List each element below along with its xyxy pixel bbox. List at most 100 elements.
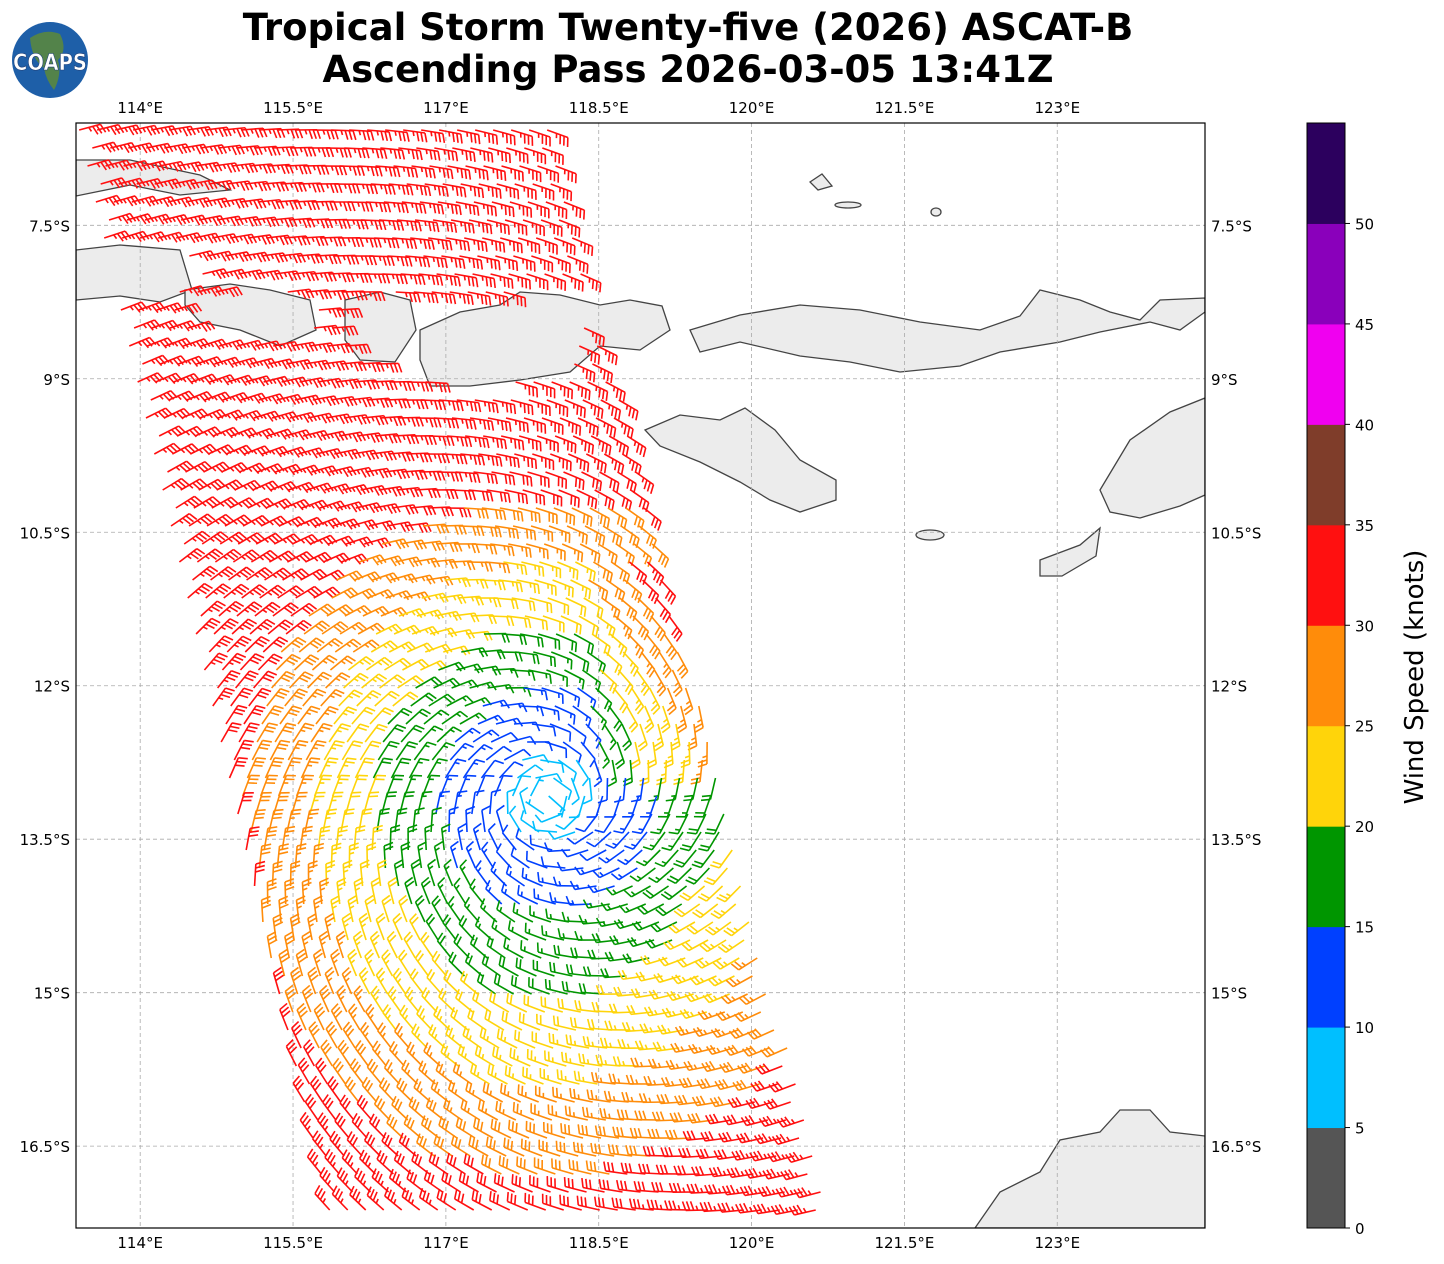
wind-barb [438, 987, 456, 1013]
wind-barb [332, 325, 359, 336]
wind-barb [678, 1077, 706, 1089]
wind-barb [768, 1081, 796, 1093]
wind-barb [478, 453, 503, 467]
wind-barb [545, 201, 568, 219]
wind-barb [428, 1024, 446, 1049]
wind-barb [525, 1120, 548, 1139]
wind-barb [348, 842, 359, 869]
wind-barb [356, 237, 382, 248]
wind-barb [495, 1100, 517, 1121]
wind-barb [693, 795, 712, 818]
wind-barb [493, 1173, 515, 1193]
wind-barb [506, 615, 532, 629]
wind-barb [375, 912, 386, 941]
wind-barb [544, 273, 567, 291]
wind-barb [686, 1183, 713, 1194]
island-small-1 [808, 173, 834, 191]
colorbar-tick-label: 5 [1355, 1120, 1365, 1138]
wind-barb [531, 255, 554, 273]
wind-barb [392, 967, 407, 995]
wind-barb [473, 471, 498, 485]
wind-barb [296, 1002, 308, 1031]
wind-barb [420, 931, 434, 959]
wind-barb [347, 656, 375, 671]
wind-barb [595, 417, 617, 438]
wind-barb [383, 468, 411, 480]
wind-barb [630, 687, 645, 715]
wind-barb [220, 722, 242, 743]
wind-barb [205, 583, 232, 599]
wind-barb [227, 374, 255, 386]
wind-barb [577, 417, 599, 437]
wind-barb [250, 549, 278, 563]
wind-barb [230, 427, 259, 439]
wind-barb [312, 948, 323, 977]
wind-barb [673, 1165, 700, 1176]
wind-barb [369, 707, 394, 725]
island-sumba [643, 407, 837, 513]
wind-barb [457, 774, 477, 797]
wind-barb [358, 912, 369, 941]
wind-barb [507, 1119, 530, 1139]
wind-barb [480, 579, 506, 591]
wind-barb [510, 669, 536, 681]
wind-barb [509, 201, 533, 218]
wind-barb [224, 514, 252, 527]
wind-barb [638, 1093, 665, 1104]
wind-barb [557, 795, 568, 818]
wind-barb [498, 1155, 520, 1175]
wind-barb [666, 687, 677, 716]
wind-barb [226, 635, 252, 653]
wind-barb [620, 525, 640, 548]
wind-barb [474, 1045, 495, 1067]
wind-barb [145, 407, 173, 420]
wind-barb [546, 669, 568, 687]
wind-barb [341, 290, 368, 301]
wind-barb [431, 895, 444, 923]
wind-barb [629, 867, 656, 882]
wind-barb [443, 969, 461, 995]
wind-barb [735, 1202, 762, 1214]
wind-barb [453, 877, 467, 905]
wind-barb [699, 939, 727, 953]
wind-barb [289, 860, 301, 887]
wind-barb [524, 1192, 546, 1211]
wind-barb [187, 582, 213, 599]
wind-barb [522, 219, 545, 237]
wind-barb [376, 807, 390, 833]
wind-barb [433, 417, 460, 429]
wind-barb [578, 615, 599, 637]
wind-barb [533, 651, 557, 667]
wind-barb [453, 1189, 475, 1211]
wind-barb [670, 1042, 698, 1053]
wind-barb [555, 165, 577, 184]
wind-barb [206, 513, 234, 527]
wind-barb [626, 705, 639, 733]
colorbar-bin [1307, 725, 1345, 827]
title-line-2: Ascending Pass 2026-03-05 13:41Z [322, 48, 1054, 91]
wind-barb [651, 543, 670, 568]
wind-barb [661, 1007, 689, 1018]
wind-barb [366, 842, 377, 869]
wind-barb [371, 1168, 390, 1193]
wind-barb [216, 670, 241, 689]
colorbar: 0 5 10 15 20 25 30 35 40 45 50 [1306, 122, 1374, 1238]
wind-barb [392, 912, 403, 941]
wind-barb [417, 790, 433, 815]
wind-barb [499, 507, 524, 522]
wind-barb [416, 147, 441, 161]
wind-barb [421, 987, 438, 1013]
wind-barb [268, 550, 297, 563]
wind-barb [519, 633, 544, 648]
wind-barb [187, 320, 216, 332]
wind-barb [691, 849, 715, 869]
wind-barb [339, 1094, 355, 1121]
wind-barb [494, 525, 520, 539]
wind-barb [426, 575, 454, 586]
lon-tick-label-top: 123°E [1034, 99, 1080, 117]
wind-barb [400, 539, 428, 551]
wind-barb [257, 653, 283, 671]
wind-barb [717, 1202, 744, 1213]
wind-barb [639, 1023, 667, 1034]
